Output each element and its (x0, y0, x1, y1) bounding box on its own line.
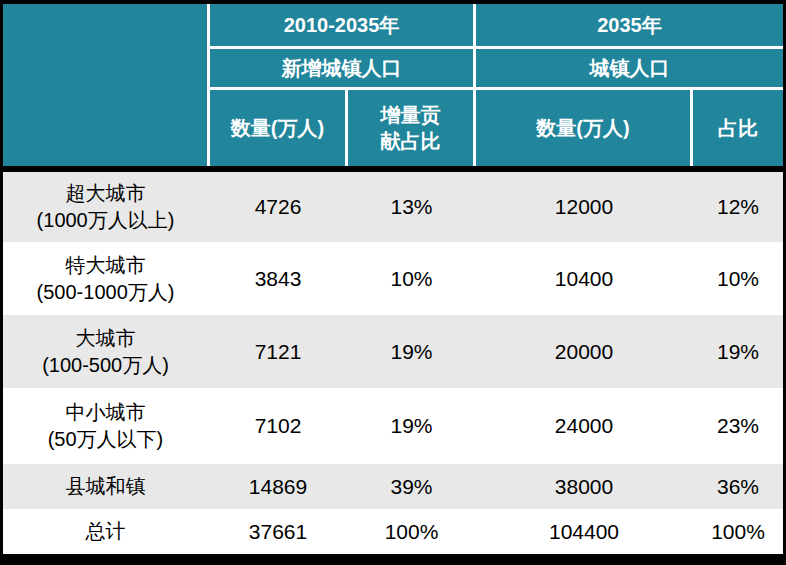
header-col-increment-share: 增量贡 献占比 (348, 90, 473, 166)
cell-share-2035: 10% (693, 267, 783, 291)
cell-quantity-new: 4726 (208, 195, 348, 219)
cell-quantity-2035: 104400 (475, 520, 693, 544)
row-label: 总计 (3, 518, 208, 545)
row-label-line1: 大城市 (3, 325, 208, 352)
row-label-line2: (50万人以下) (3, 426, 208, 453)
header-group-urban-population: 城镇人口 (476, 49, 783, 87)
header-group-new-urban-population: 新增城镇人口 (210, 49, 473, 87)
table-row-small-medium-cities: 中小城市 (50万人以下) 7102 19% 24000 23% (3, 388, 783, 464)
cell-increment-share: 13% (348, 195, 475, 219)
cell-quantity-2035: 24000 (475, 414, 693, 438)
header-row-period: 2010-2035年 2035年 (210, 4, 783, 46)
cell-share-2035: 12% (693, 195, 783, 219)
cell-quantity-2035: 12000 (475, 195, 693, 219)
population-table: 2010-2035年 2035年 新增城镇人口 城镇人口 数量(万人) 增量贡 … (0, 0, 786, 565)
header-period-2035: 2035年 (476, 4, 783, 46)
header-period-2010-2035: 2010-2035年 (210, 4, 473, 46)
cell-share-2035: 36% (693, 475, 783, 499)
cell-increment-share: 19% (348, 340, 475, 364)
cell-share-2035: 19% (693, 340, 783, 364)
cell-increment-share: 10% (348, 267, 475, 291)
row-label: 超大城市 (1000万人以上) (3, 180, 208, 234)
header-col-quantity-2035: 数量(万人) (476, 90, 690, 166)
row-label: 大城市 (100-500万人) (3, 325, 208, 379)
cell-quantity-2035: 20000 (475, 340, 693, 364)
header-corner-cell (3, 4, 207, 166)
header-col-quantity-new: 数量(万人) (210, 90, 345, 166)
row-label: 特大城市 (500-1000万人) (3, 252, 208, 306)
header-right-section: 2010-2035年 2035年 新增城镇人口 城镇人口 数量(万人) 增量贡 … (210, 4, 783, 166)
cell-share-2035: 23% (693, 414, 783, 438)
table-body: 超大城市 (1000万人以上) 4726 13% 12000 12% 特大城市 … (3, 172, 783, 554)
cell-increment-share: 100% (348, 520, 475, 544)
row-label-line1: 总计 (3, 518, 208, 545)
table-row-county-towns: 县城和镇 14869 39% 38000 36% (3, 464, 783, 509)
cell-quantity-new: 14869 (208, 475, 348, 499)
cell-quantity-new: 3843 (208, 267, 348, 291)
table-row-large-cities: 大城市 (100-500万人) 7121 19% 20000 19% (3, 315, 783, 388)
row-label: 中小城市 (50万人以下) (3, 399, 208, 453)
row-label: 县城和镇 (3, 473, 208, 500)
header-row-group: 新增城镇人口 城镇人口 (210, 49, 783, 87)
header-col-increment-share-line1: 增量贡 (381, 102, 441, 128)
row-label-line2: (100-500万人) (3, 352, 208, 379)
row-label-line1: 中小城市 (3, 399, 208, 426)
cell-quantity-new: 7121 (208, 340, 348, 364)
cell-quantity-new: 37661 (208, 520, 348, 544)
cell-share-2035: 100% (693, 520, 783, 544)
header-col-increment-share-line2: 献占比 (381, 128, 441, 154)
table-header: 2010-2035年 2035年 新增城镇人口 城镇人口 数量(万人) 增量贡 … (3, 4, 783, 166)
header-row-measures: 数量(万人) 增量贡 献占比 数量(万人) 占比 (210, 90, 783, 166)
cell-quantity-new: 7102 (208, 414, 348, 438)
row-label-line2: (500-1000万人) (3, 279, 208, 306)
table-row-supercities: 特大城市 (500-1000万人) 3843 10% 10400 10% (3, 242, 783, 315)
cell-quantity-2035: 38000 (475, 475, 693, 499)
row-label-line2: (1000万人以上) (3, 207, 208, 234)
cell-increment-share: 19% (348, 414, 475, 438)
row-label-line1: 县城和镇 (3, 473, 208, 500)
cell-quantity-2035: 10400 (475, 267, 693, 291)
row-label-line1: 特大城市 (3, 252, 208, 279)
cell-increment-share: 39% (348, 475, 475, 499)
table-row-total: 总计 37661 100% 104400 100% (3, 509, 783, 554)
table-row-megacities: 超大城市 (1000万人以上) 4726 13% 12000 12% (3, 172, 783, 242)
row-label-line1: 超大城市 (3, 180, 208, 207)
header-col-share-2035: 占比 (693, 90, 783, 166)
